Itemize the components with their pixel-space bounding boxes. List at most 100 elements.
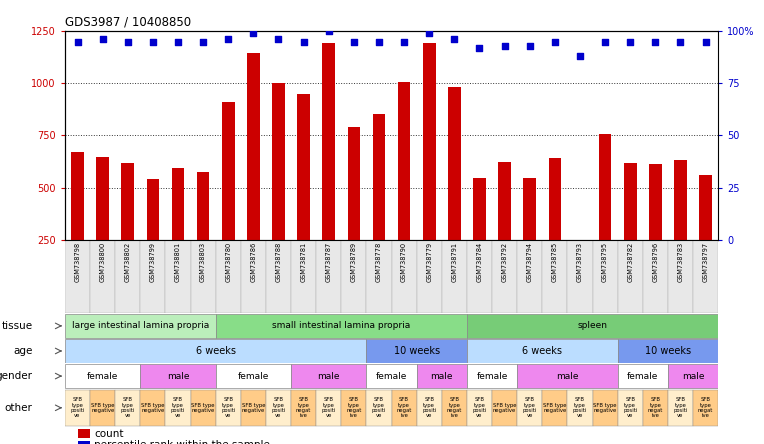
Bar: [272, 83, 285, 240]
FancyBboxPatch shape: [367, 390, 392, 426]
Point: [675, 38, 687, 45]
Text: small intestinal lamina propria: small intestinal lamina propria: [272, 321, 410, 330]
Text: SFB
type
negat
ive: SFB type negat ive: [346, 397, 361, 418]
Bar: [549, 159, 561, 240]
Text: GSM738798: GSM738798: [75, 242, 80, 282]
FancyBboxPatch shape: [416, 364, 467, 388]
Bar: [291, 31, 316, 240]
Text: SFB
type
positi
ve: SFB type positi ve: [573, 397, 588, 418]
FancyBboxPatch shape: [617, 364, 668, 388]
Text: gender: gender: [0, 371, 32, 381]
Text: GSM738779: GSM738779: [426, 242, 432, 282]
Text: SFB
type
positi
ve: SFB type positi ve: [372, 397, 386, 418]
FancyBboxPatch shape: [617, 339, 718, 363]
Text: SFB
type
positi
ve: SFB type positi ve: [121, 397, 135, 418]
Text: GSM738789: GSM738789: [351, 242, 357, 282]
Bar: [593, 31, 617, 240]
FancyBboxPatch shape: [266, 390, 291, 426]
Point: [474, 44, 486, 52]
Text: GSM738795: GSM738795: [602, 242, 608, 282]
FancyBboxPatch shape: [693, 390, 718, 426]
Text: 10 weeks: 10 weeks: [393, 346, 440, 356]
Text: 10 weeks: 10 weeks: [645, 346, 691, 356]
Bar: [147, 179, 159, 240]
FancyBboxPatch shape: [693, 240, 718, 313]
FancyBboxPatch shape: [316, 240, 342, 313]
Text: SFB
type
positi
ve: SFB type positi ve: [673, 397, 688, 418]
FancyBboxPatch shape: [492, 390, 517, 426]
FancyBboxPatch shape: [291, 364, 367, 388]
FancyBboxPatch shape: [316, 390, 342, 426]
FancyBboxPatch shape: [416, 240, 442, 313]
Text: SFB
type
positi
ve: SFB type positi ve: [523, 397, 537, 418]
FancyBboxPatch shape: [467, 339, 617, 363]
Text: male: male: [167, 372, 189, 381]
FancyBboxPatch shape: [342, 240, 367, 313]
Text: male: male: [318, 372, 340, 381]
Point: [71, 38, 83, 45]
Bar: [617, 31, 643, 240]
Text: female: female: [87, 372, 118, 381]
Text: GSM738800: GSM738800: [99, 242, 105, 282]
Bar: [342, 31, 367, 240]
Bar: [473, 178, 486, 240]
Text: GSM738784: GSM738784: [477, 242, 483, 282]
FancyBboxPatch shape: [617, 390, 643, 426]
Point: [147, 38, 159, 45]
FancyBboxPatch shape: [190, 390, 215, 426]
Bar: [65, 31, 90, 240]
FancyBboxPatch shape: [442, 390, 467, 426]
Text: other: other: [5, 403, 32, 413]
Text: 6 weeks: 6 weeks: [196, 346, 235, 356]
Bar: [649, 163, 662, 240]
Bar: [498, 162, 511, 240]
FancyBboxPatch shape: [467, 240, 492, 313]
Bar: [523, 178, 536, 240]
Bar: [392, 31, 416, 240]
FancyBboxPatch shape: [215, 240, 241, 313]
Text: SFB
type
positi
ve: SFB type positi ve: [322, 397, 336, 418]
FancyBboxPatch shape: [643, 240, 668, 313]
FancyBboxPatch shape: [467, 390, 492, 426]
Bar: [121, 163, 134, 240]
Text: percentile rank within the sample: percentile rank within the sample: [94, 440, 270, 444]
Text: GSM738785: GSM738785: [552, 242, 558, 282]
Text: GSM738792: GSM738792: [502, 242, 507, 282]
Text: SFB type
negative: SFB type negative: [141, 403, 164, 413]
Text: GSM738797: GSM738797: [703, 242, 708, 282]
Bar: [266, 31, 291, 240]
Text: GSM738796: GSM738796: [652, 242, 659, 282]
FancyBboxPatch shape: [215, 364, 291, 388]
FancyBboxPatch shape: [668, 240, 693, 313]
Bar: [141, 31, 166, 240]
Bar: [322, 43, 335, 240]
Bar: [448, 87, 461, 240]
Text: SFB
type
negat
ive: SFB type negat ive: [296, 397, 311, 418]
FancyBboxPatch shape: [141, 390, 166, 426]
Bar: [517, 31, 542, 240]
FancyBboxPatch shape: [342, 390, 367, 426]
Text: SFB
type
positi
ve: SFB type positi ve: [221, 397, 235, 418]
Bar: [542, 31, 568, 240]
FancyBboxPatch shape: [291, 390, 316, 426]
Bar: [416, 31, 442, 240]
FancyBboxPatch shape: [617, 240, 643, 313]
Text: GSM738781: GSM738781: [300, 242, 306, 282]
Bar: [568, 31, 593, 240]
Text: GSM738794: GSM738794: [526, 242, 533, 282]
Point: [398, 38, 410, 45]
Text: GSM738790: GSM738790: [401, 242, 407, 282]
Bar: [699, 175, 712, 240]
Text: male: male: [681, 372, 704, 381]
Bar: [574, 240, 586, 242]
Text: SFB
type
negat
ive: SFB type negat ive: [447, 397, 462, 418]
Point: [549, 38, 561, 45]
Text: SFB type
negative: SFB type negative: [91, 403, 115, 413]
FancyBboxPatch shape: [492, 240, 517, 313]
Bar: [373, 114, 385, 240]
FancyBboxPatch shape: [668, 390, 693, 426]
Bar: [222, 102, 235, 240]
Bar: [71, 152, 84, 240]
FancyBboxPatch shape: [367, 339, 467, 363]
Text: GSM738802: GSM738802: [125, 242, 131, 282]
